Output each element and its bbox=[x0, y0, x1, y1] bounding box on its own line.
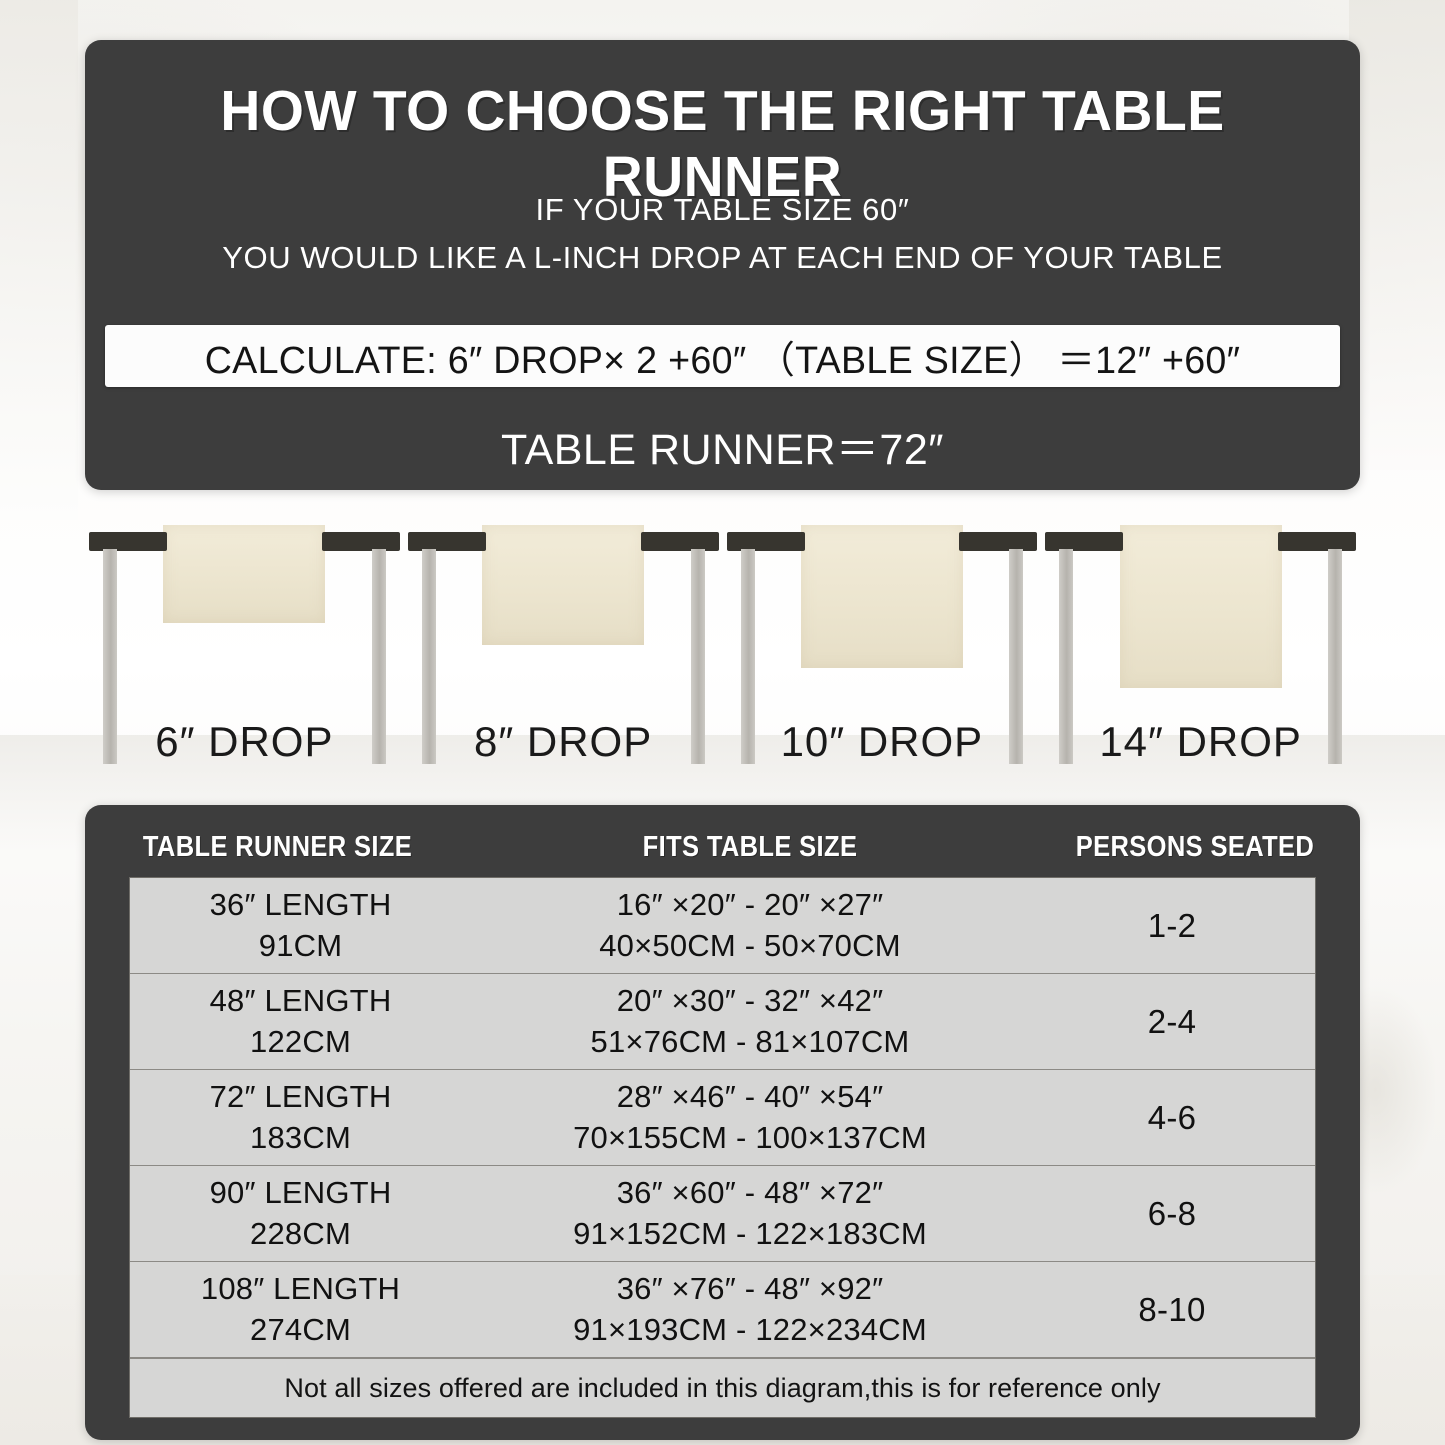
subtitle-line-1: IF YOUR TABLE SIZE 60″ bbox=[535, 192, 910, 227]
cell-persons-seated: 8-10 bbox=[1029, 1291, 1315, 1329]
calculation-formula: CALCULATE: 6″ DROP× 2 +60″ （TABLE SIZE） … bbox=[204, 339, 1241, 382]
size-chart-panel: TABLE RUNNER SIZE FITS TABLE SIZE PERSON… bbox=[85, 805, 1360, 1440]
runner-size-inches: 36″ LENGTH bbox=[209, 887, 392, 923]
background-window-left bbox=[0, 0, 78, 520]
runner-size-cm: 183CM bbox=[250, 1119, 351, 1155]
size-chart-body: 36″ LENGTH 91CM 16″ ×20″ - 20″ ×27″ 40×5… bbox=[129, 877, 1316, 1418]
drop-label: 10″ DROP bbox=[780, 718, 984, 765]
drop-illustrations: 6″ DROP 8″ DROP 10″ DROP 14″ DROP bbox=[85, 520, 1360, 790]
column-header-fits-table-size: FITS TABLE SIZE bbox=[642, 830, 858, 863]
runner-cloth bbox=[482, 525, 645, 645]
footnote-row: Not all sizes offered are included in th… bbox=[130, 1358, 1315, 1417]
cell-runner-size: 36″ LENGTH 91CM bbox=[130, 885, 471, 966]
cell-persons-seated: 2-4 bbox=[1029, 1003, 1315, 1041]
runner-size-inches: 48″ LENGTH bbox=[209, 983, 392, 1019]
table-leg-right bbox=[1009, 549, 1024, 764]
tabletop-bar-left bbox=[89, 532, 167, 551]
runner-size-cm: 274CM bbox=[250, 1311, 351, 1347]
table-leg-right bbox=[1328, 549, 1342, 764]
column-header-persons-seated: PERSONS SEATED bbox=[1075, 830, 1315, 863]
runner-size-inches: 90″ LENGTH bbox=[209, 1175, 392, 1211]
fits-size-inches: 36″ ×60″ - 48″ ×72″ bbox=[616, 1175, 884, 1211]
runner-size-cm: 122CM bbox=[250, 1023, 351, 1059]
fits-size-inches: 20″ ×30″ - 32″ ×42″ bbox=[616, 983, 884, 1019]
drop-illustration-10in: 10″ DROP bbox=[723, 520, 1042, 790]
drop-illustration-14in: 14″ DROP bbox=[1041, 520, 1360, 790]
fits-size-inches: 28″ ×46″ - 40″ ×54″ bbox=[616, 1079, 884, 1115]
persons-seated-value: 8-10 bbox=[1138, 1290, 1206, 1328]
persons-seated-value: 4-6 bbox=[1147, 1098, 1197, 1136]
runner-size-inches: 72″ LENGTH bbox=[209, 1079, 392, 1115]
column-header-runner-size: TABLE RUNNER SIZE bbox=[142, 830, 413, 863]
size-chart-header-row: TABLE RUNNER SIZE FITS TABLE SIZE PERSON… bbox=[85, 819, 1360, 875]
fits-size-inches: 16″ ×20″ - 20″ ×27″ bbox=[616, 887, 884, 923]
fits-size-cm: 91×193CM - 122×234CM bbox=[573, 1311, 927, 1347]
runner-cloth bbox=[163, 525, 326, 623]
cell-persons-seated: 4-6 bbox=[1029, 1099, 1315, 1137]
fits-size-cm: 70×155CM - 100×137CM bbox=[573, 1119, 927, 1155]
table-leg-left bbox=[103, 549, 117, 764]
footnote-text: Not all sizes offered are included in th… bbox=[284, 1372, 1161, 1403]
drop-label: 14″ DROP bbox=[1099, 718, 1302, 765]
runner-cloth bbox=[1119, 525, 1282, 688]
cell-fits-table-size: 16″ ×20″ - 20″ ×27″ 40×50CM - 50×70CM bbox=[471, 885, 1029, 966]
runner-size-inches: 108″ LENGTH bbox=[200, 1271, 401, 1307]
cell-runner-size: 108″ LENGTH 274CM bbox=[130, 1269, 471, 1350]
fits-size-inches: 36″ ×76″ - 48″ ×92″ bbox=[616, 1271, 884, 1307]
tabletop-bar-left bbox=[726, 532, 805, 551]
cell-fits-table-size: 20″ ×30″ - 32″ ×42″ 51×76CM - 81×107CM bbox=[471, 981, 1029, 1062]
tabletop-bar-right bbox=[640, 532, 719, 551]
cell-fits-table-size: 36″ ×60″ - 48″ ×72″ 91×152CM - 122×183CM bbox=[471, 1173, 1029, 1254]
subtitle-line-2: YOU WOULD LIKE A L-INCH DROP AT EACH END… bbox=[222, 240, 1223, 275]
table-row: 72″ LENGTH 183CM 28″ ×46″ - 40″ ×54″ 70×… bbox=[130, 1070, 1315, 1166]
runner-cloth bbox=[800, 525, 963, 668]
table-row: 108″ LENGTH 274CM 36″ ×76″ - 48″ ×92″ 91… bbox=[130, 1262, 1315, 1358]
background-window-right bbox=[1349, 0, 1445, 470]
cell-runner-size: 72″ LENGTH 183CM bbox=[130, 1077, 471, 1158]
header-panel: HOW TO CHOOSE THE RIGHT TABLE RUNNER IF … bbox=[85, 40, 1360, 490]
table-row: 90″ LENGTH 228CM 36″ ×60″ - 48″ ×72″ 91×… bbox=[130, 1166, 1315, 1262]
fits-size-cm: 40×50CM - 50×70CM bbox=[599, 927, 901, 963]
table-leg-right bbox=[690, 549, 705, 764]
table-leg-left bbox=[421, 549, 436, 764]
fits-size-cm: 51×76CM - 81×107CM bbox=[590, 1023, 910, 1059]
cell-runner-size: 48″ LENGTH 122CM bbox=[130, 981, 471, 1062]
table-row: 36″ LENGTH 91CM 16″ ×20″ - 20″ ×27″ 40×5… bbox=[130, 878, 1315, 974]
persons-seated-value: 2-4 bbox=[1147, 1002, 1197, 1040]
tabletop-bar-right bbox=[1278, 532, 1356, 551]
cell-runner-size: 90″ LENGTH 228CM bbox=[130, 1173, 471, 1254]
page-title: HOW TO CHOOSE THE RIGHT TABLE RUNNER bbox=[220, 79, 1225, 209]
runner-result: TABLE RUNNER＝72″ bbox=[501, 426, 944, 474]
calculation-strip: CALCULATE: 6″ DROP× 2 +60″ （TABLE SIZE） … bbox=[105, 325, 1340, 387]
persons-seated-value: 6-8 bbox=[1147, 1194, 1197, 1232]
tabletop-bar-left bbox=[1045, 532, 1124, 551]
table-leg-left bbox=[1059, 549, 1074, 764]
runner-size-cm: 91CM bbox=[258, 927, 343, 963]
drop-illustration-6in: 6″ DROP bbox=[85, 520, 404, 790]
drop-illustration-8in: 8″ DROP bbox=[404, 520, 723, 790]
tabletop-bar-right bbox=[959, 532, 1038, 551]
cell-persons-seated: 6-8 bbox=[1029, 1195, 1315, 1233]
table-row: 48″ LENGTH 122CM 20″ ×30″ - 32″ ×42″ 51×… bbox=[130, 974, 1315, 1070]
cell-fits-table-size: 36″ ×76″ - 48″ ×92″ 91×193CM - 122×234CM bbox=[471, 1269, 1029, 1350]
table-leg-left bbox=[740, 549, 755, 764]
cell-fits-table-size: 28″ ×46″ - 40″ ×54″ 70×155CM - 100×137CM bbox=[471, 1077, 1029, 1158]
tabletop-bar-right bbox=[321, 532, 400, 551]
table-leg-right bbox=[371, 549, 386, 764]
fits-size-cm: 91×152CM - 122×183CM bbox=[573, 1215, 927, 1251]
cell-persons-seated: 1-2 bbox=[1029, 907, 1315, 945]
runner-size-cm: 228CM bbox=[250, 1215, 351, 1251]
tabletop-bar-left bbox=[407, 532, 486, 551]
persons-seated-value: 1-2 bbox=[1147, 906, 1197, 944]
drop-label: 8″ DROP bbox=[474, 718, 653, 765]
drop-label: 6″ DROP bbox=[155, 718, 334, 765]
